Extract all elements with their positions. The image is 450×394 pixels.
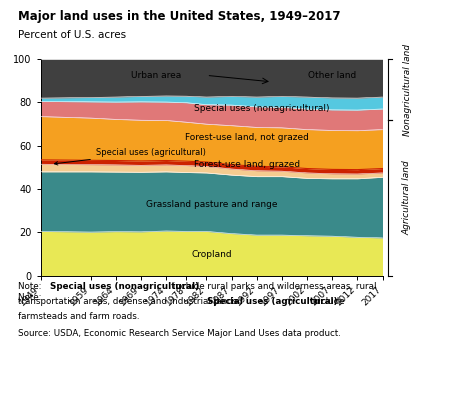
Text: Special uses (nonagricultural): Special uses (nonagricultural) — [50, 282, 199, 291]
Text: Forest-use land, grazed: Forest-use land, grazed — [194, 160, 300, 169]
Text: Note:: Note: — [18, 293, 44, 302]
Text: include: include — [310, 297, 344, 306]
Text: Special uses (agricultural): Special uses (agricultural) — [207, 297, 338, 306]
Text: Special uses (agricultural): Special uses (agricultural) — [54, 148, 206, 165]
Text: Other land: Other land — [308, 71, 356, 80]
Text: transportation areas, defense and industrial lands.: transportation areas, defense and indust… — [18, 297, 243, 306]
Text: include rural parks and wilderness areas, rural: include rural parks and wilderness areas… — [170, 282, 376, 291]
Text: Special uses (nonagricultural): Special uses (nonagricultural) — [194, 104, 329, 113]
Text: Urban area: Urban area — [131, 71, 181, 80]
Text: Cropland: Cropland — [191, 250, 232, 258]
Text: Note:: Note: — [18, 282, 44, 291]
Text: Grassland pasture and range: Grassland pasture and range — [146, 200, 277, 209]
Text: Nonagricultural land: Nonagricultural land — [403, 43, 412, 136]
Text: Percent of U.S. acres: Percent of U.S. acres — [18, 30, 126, 39]
Text: Major land uses in the United States, 1949–2017: Major land uses in the United States, 19… — [18, 10, 341, 23]
Text: Forest-use land, not grazed: Forest-use land, not grazed — [185, 133, 309, 141]
Text: Agricultural land: Agricultural land — [403, 160, 412, 235]
Text: farmsteads and farm roads.: farmsteads and farm roads. — [18, 312, 140, 321]
Text: Source: USDA, Economic Research Service Major Land Uses data product.: Source: USDA, Economic Research Service … — [18, 329, 341, 338]
